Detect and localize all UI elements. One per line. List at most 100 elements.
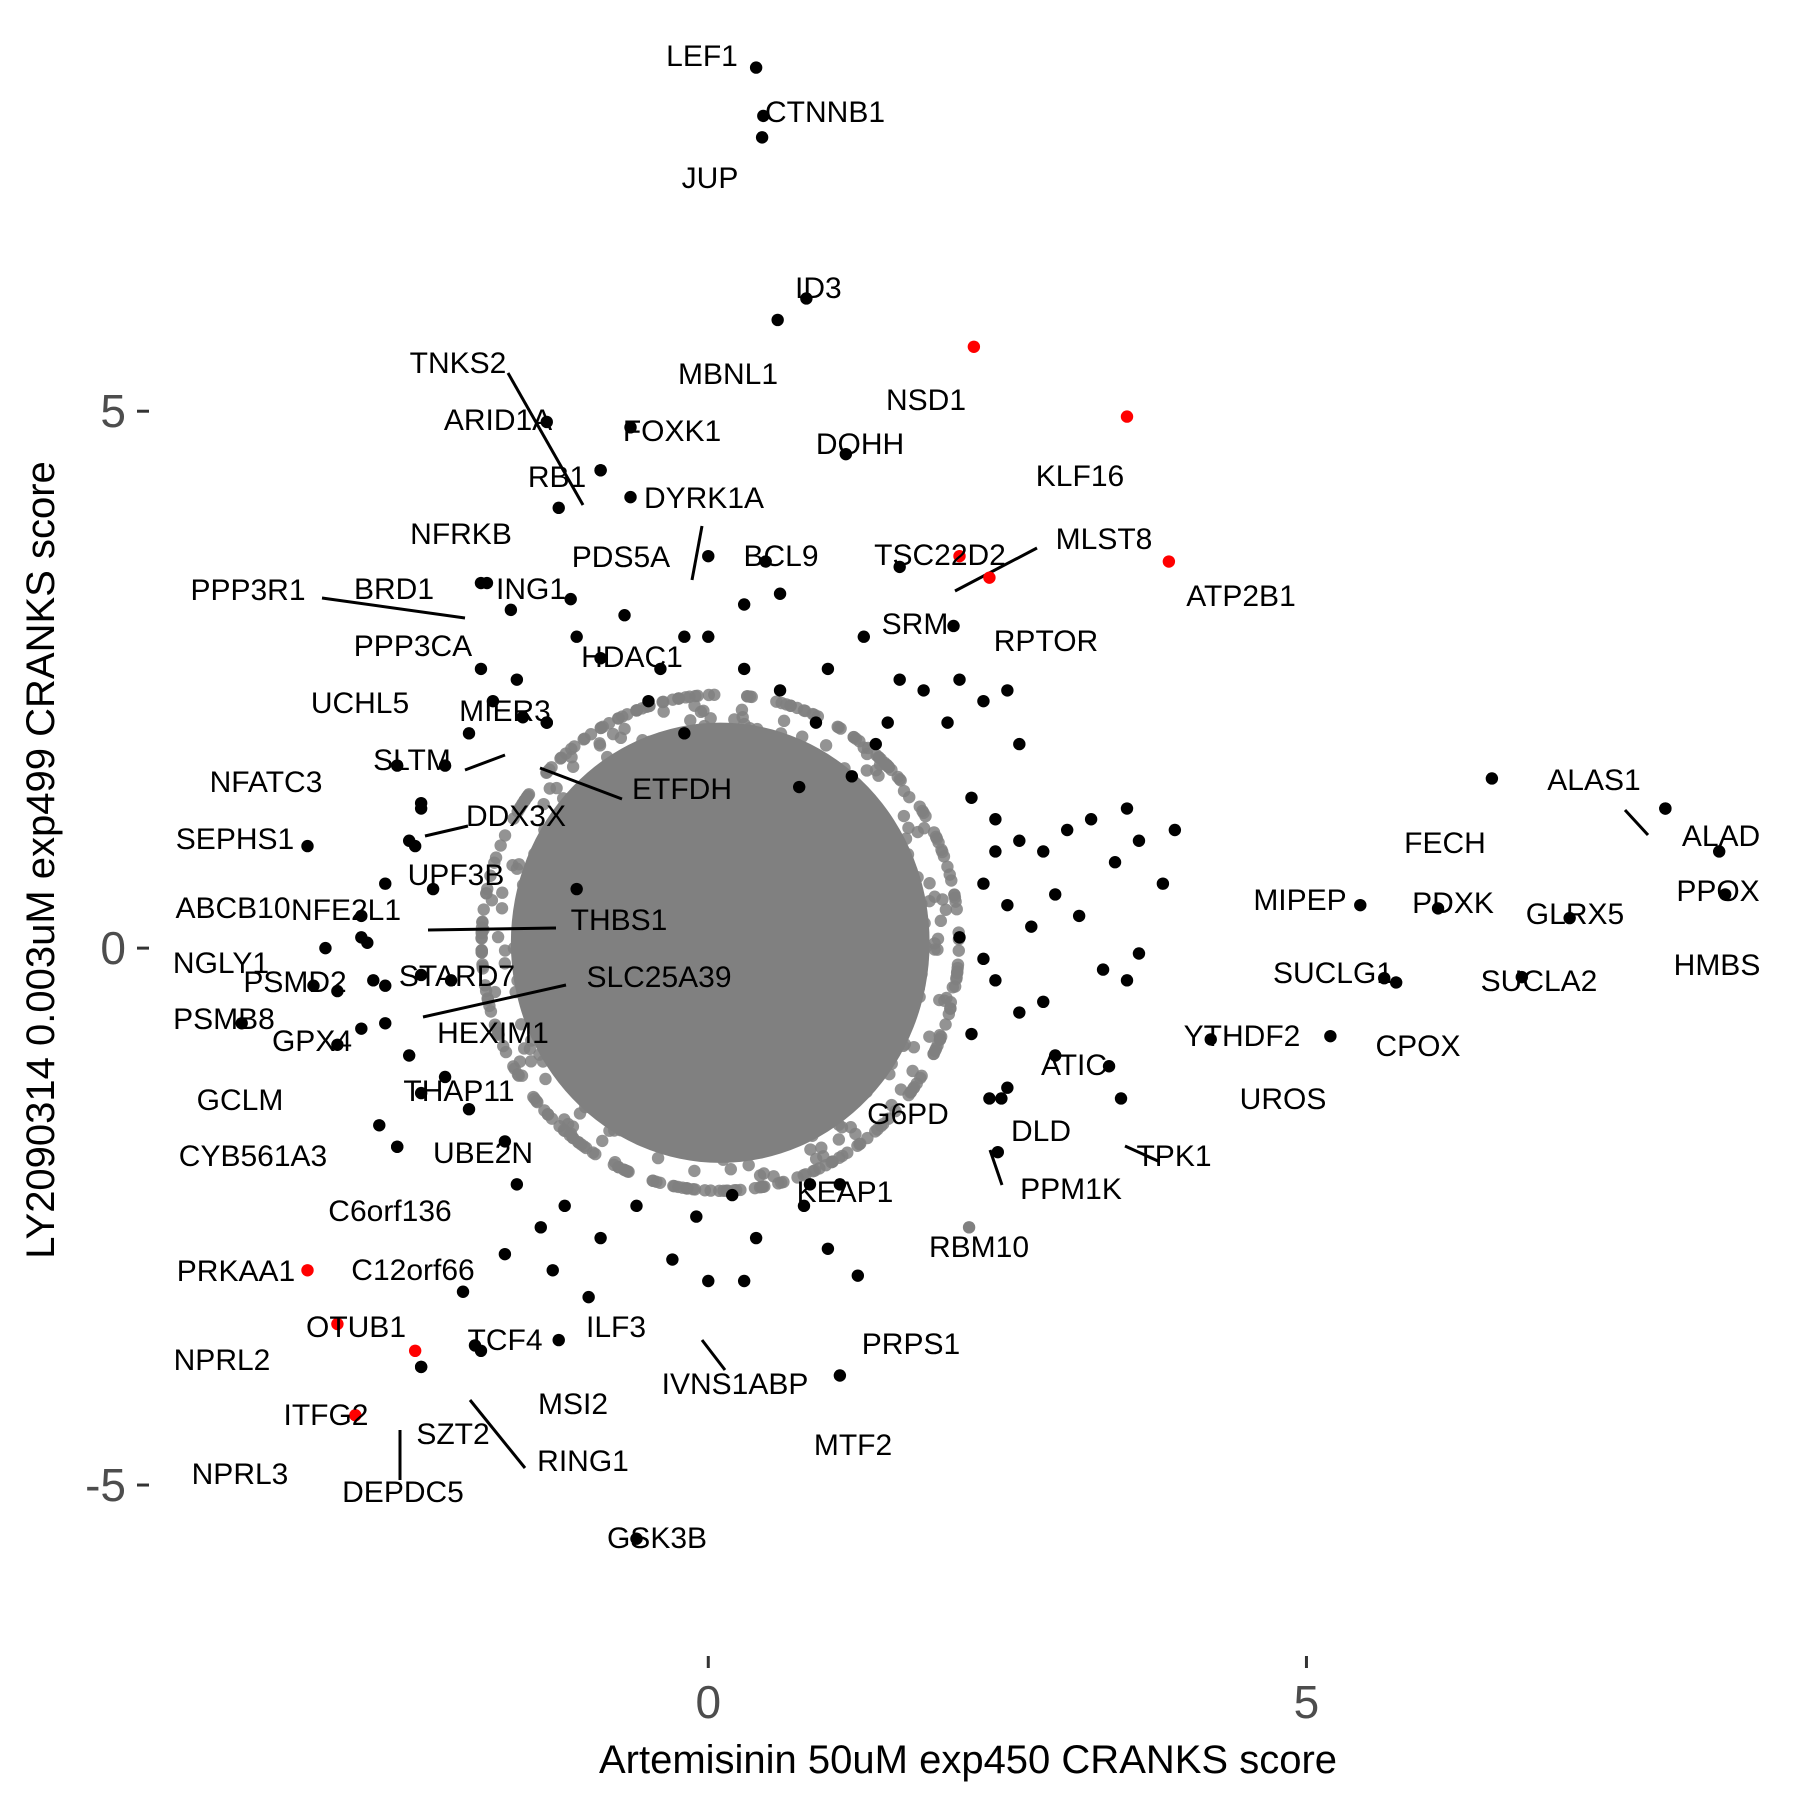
label-keap1: KEAP1 [797,1176,894,1209]
significant-point [917,684,930,697]
label-depdc5: DEPDC5 [342,1476,464,1509]
label-thap11: THAP11 [403,1075,514,1108]
background-point [934,914,948,928]
background-point [524,1055,538,1068]
label-ctnnb1: CTNNB1 [765,96,885,129]
background-point [849,732,863,745]
significant-point [726,1188,739,1202]
label-brd1: BRD1 [354,573,434,606]
background-point [498,829,512,842]
background-point [607,1158,621,1172]
point-slc25a39 [444,974,458,987]
label-g6pd: G6PD [867,1098,949,1131]
background-point [566,1120,580,1133]
background-point [835,1121,849,1134]
significant-point [1001,1081,1014,1094]
point-cpox [1389,976,1403,989]
point-dohh [839,447,853,461]
leader-line-thbs1 [427,926,557,932]
significant-point [797,1199,811,1213]
background-point [777,714,791,728]
significant-point [510,673,524,686]
point-arid1a [540,415,553,429]
point-ppox [1713,845,1726,858]
background-point [537,797,550,811]
background-point [539,1072,552,1086]
significant-point [379,877,392,890]
significant-point [438,759,452,772]
background-point [950,902,963,916]
background-point [736,711,749,724]
label-dohh: DOHH [816,428,904,461]
label-nsd1: NSD1 [886,384,966,417]
leader-line-mlst8 [954,546,1038,593]
label-ppp3r1: PPP3R1 [190,574,305,607]
leader-line-alas1 [1623,808,1650,837]
significant-point [881,716,894,729]
background-point [950,971,963,984]
background-point [819,739,833,752]
label-ilf3: ILF3 [586,1311,646,1344]
label-klf16: KLF16 [1036,460,1124,493]
background-point [857,741,870,754]
background-point [507,812,520,825]
significant-point [989,845,1002,858]
label-nfe2l1: NFE2L1 [291,894,401,927]
significant-point [558,1199,571,1213]
background-point [932,836,945,849]
significant-point [893,673,906,686]
significant-point [1013,1006,1026,1019]
background-point [691,689,704,703]
significant-point [1120,802,1134,815]
background-point [757,1167,771,1180]
point-upf3b [408,839,422,853]
label-ythdf2: YTHDF2 [1184,1020,1301,1053]
background-point [934,1030,948,1043]
label-mier3: MIER3 [459,695,551,728]
background-point [620,1164,634,1178]
background-point [577,1140,591,1153]
label-glrx5: GLRX5 [1526,898,1624,931]
significant-point [618,609,631,622]
background-point [491,930,505,944]
significant-point [594,1231,607,1245]
significant-point [1001,898,1014,912]
point-etfdh [540,716,553,729]
label-etfdh: ETFDH [632,773,732,806]
significant-point [702,630,715,643]
significant-point [857,630,870,643]
point-thap11 [414,1086,428,1100]
label-sltm: SLTM [373,744,451,777]
label-alad: ALAD [1682,820,1760,853]
label-dyrk1a: DYRK1A [644,482,764,515]
label-ddx3x: DDX3X [466,800,566,833]
point-suclg1 [1378,971,1391,985]
point-c6orf136 [391,1140,404,1153]
label-mbnl1: MBNL1 [678,358,778,391]
background-point-cloud [475,688,966,1198]
point-pdxk [1431,902,1445,915]
background-point [495,902,509,915]
background-point [724,1163,737,1176]
label-tnks2: TNKS2 [410,347,507,380]
point-tnks2 [594,464,607,477]
point-gclm [331,1038,344,1051]
label-sucla2: SUCLA2 [1481,965,1598,998]
label-gpx4: GPX4 [272,1025,352,1058]
background-point [860,764,873,777]
label-id3: ID3 [795,272,842,305]
point-atic [1102,1060,1116,1073]
background-point [499,1045,513,1059]
background-point [872,750,885,764]
label-mipep: MIPEP [1253,884,1346,917]
background-point [651,1151,665,1165]
background-point [809,1152,823,1166]
label-arid1a: ARID1A [444,404,552,437]
significant-point [953,673,966,686]
point-otub1 [456,1285,470,1298]
background-point [593,737,606,750]
point-ddx3x [414,796,428,810]
significant-point [1025,920,1038,933]
point-alad [1659,802,1672,815]
significant-point [1168,823,1182,837]
